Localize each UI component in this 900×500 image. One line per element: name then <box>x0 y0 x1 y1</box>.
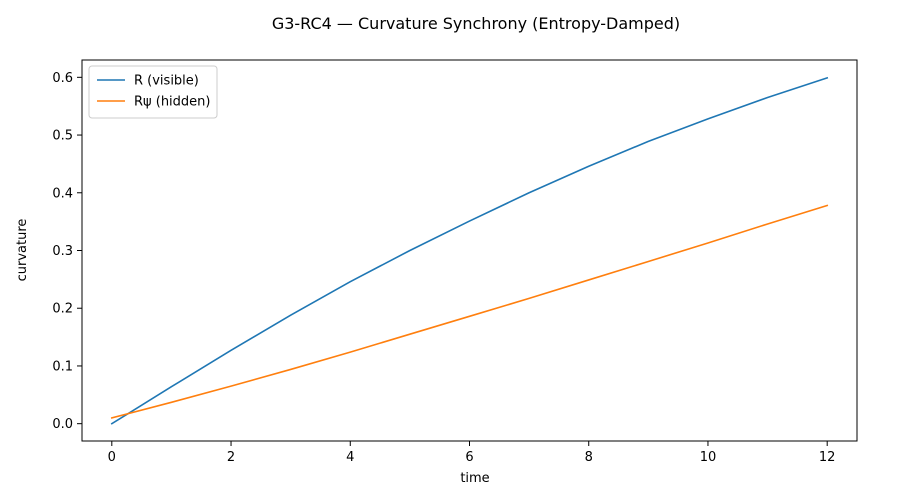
x-tick-label: 10 <box>700 450 717 465</box>
legend-entry-0: R (visible) <box>134 74 199 89</box>
x-tick-label: 6 <box>465 450 473 465</box>
y-tick-label: 0.2 <box>52 302 73 317</box>
series-line-1 <box>110 204 829 419</box>
legend-box <box>88 65 218 119</box>
series-line-0 <box>110 76 829 425</box>
x-tick-label: 0 <box>108 450 116 465</box>
x-tick-label: 8 <box>585 450 593 465</box>
x-tick-label: 2 <box>227 450 235 465</box>
y-tick-label: 0.5 <box>52 129 73 144</box>
y-axis: 0.0 0.1 0.2 0.3 0.4 0.5 0.6 <box>52 71 82 432</box>
y-tick-label: 0.4 <box>52 186 73 201</box>
y-axis-label: curvature <box>15 219 30 282</box>
legend-entry-1: Rψ (hidden) <box>134 95 210 110</box>
y-tick-label: 0.6 <box>52 71 73 86</box>
x-axis-label: time <box>460 471 489 486</box>
chart-title: G3-RC4 — Curvature Synchrony (Entropy-Da… <box>272 14 680 33</box>
x-axis: 0 2 4 6 8 10 12 <box>108 441 836 465</box>
plot-area <box>110 76 829 425</box>
y-tick-label: 0.1 <box>52 359 73 374</box>
legend: R (visible) Rψ (hidden) <box>88 65 218 119</box>
y-tick-label: 0.0 <box>52 417 73 432</box>
x-tick-label: 12 <box>819 450 836 465</box>
y-tick-label: 0.3 <box>52 244 73 259</box>
x-tick-label: 4 <box>346 450 354 465</box>
